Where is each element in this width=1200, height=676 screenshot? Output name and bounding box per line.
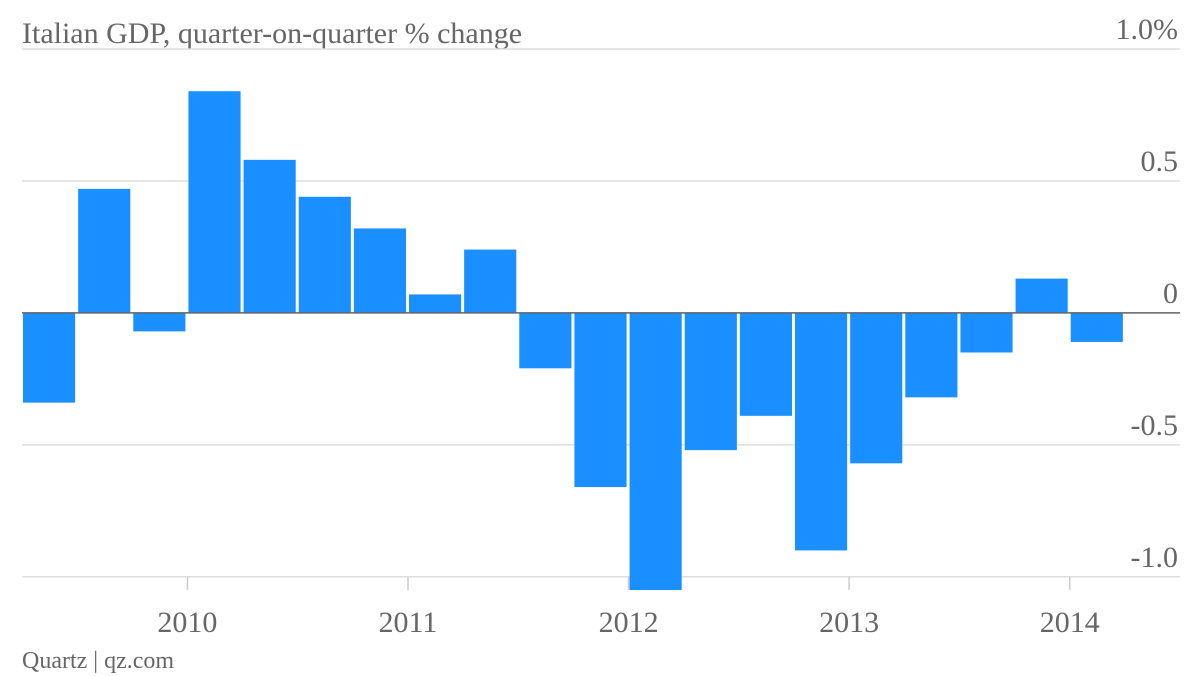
- bar: [1015, 278, 1068, 313]
- bar: [353, 228, 406, 313]
- y-tick-label: 0.5: [1141, 145, 1179, 178]
- y-tick-label: 0: [1163, 277, 1178, 310]
- bar: [243, 159, 296, 313]
- bar: [1070, 312, 1123, 342]
- bar: [519, 312, 572, 369]
- y-tick-label: -0.5: [1131, 409, 1179, 442]
- x-tick-label: 2014: [1040, 606, 1100, 639]
- bar: [739, 312, 792, 416]
- x-tick-label: 2012: [599, 606, 659, 639]
- x-tick-label: 2011: [379, 606, 438, 639]
- bar: [133, 312, 186, 332]
- bar: [960, 312, 1013, 353]
- bar: [574, 312, 627, 488]
- bar: [464, 249, 517, 313]
- bar: [684, 312, 737, 451]
- bar: [850, 312, 903, 464]
- chart-title: Italian GDP, quarter-on-quarter % change: [22, 17, 522, 50]
- bar: [409, 294, 462, 313]
- bar: [188, 91, 241, 313]
- bar: [905, 312, 958, 398]
- x-tick-label: 2013: [819, 606, 879, 639]
- source: Quartz | qz.com: [22, 648, 174, 674]
- bar: [23, 312, 76, 403]
- bar: [78, 188, 131, 313]
- y-tick-label: -1.0: [1131, 541, 1179, 574]
- bar: [629, 312, 682, 590]
- x-tick-label: 2010: [157, 606, 217, 639]
- y-tick-label: 1.0%: [1116, 13, 1179, 46]
- bar: [298, 196, 351, 313]
- bar: [795, 312, 848, 551]
